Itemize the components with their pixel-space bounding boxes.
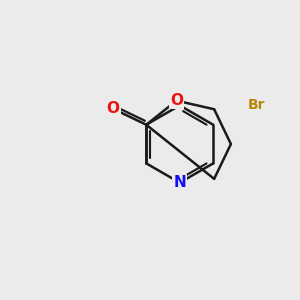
Text: O: O — [106, 101, 119, 116]
Text: O: O — [170, 93, 183, 108]
Text: Br: Br — [248, 98, 266, 112]
Text: N: N — [173, 175, 186, 190]
